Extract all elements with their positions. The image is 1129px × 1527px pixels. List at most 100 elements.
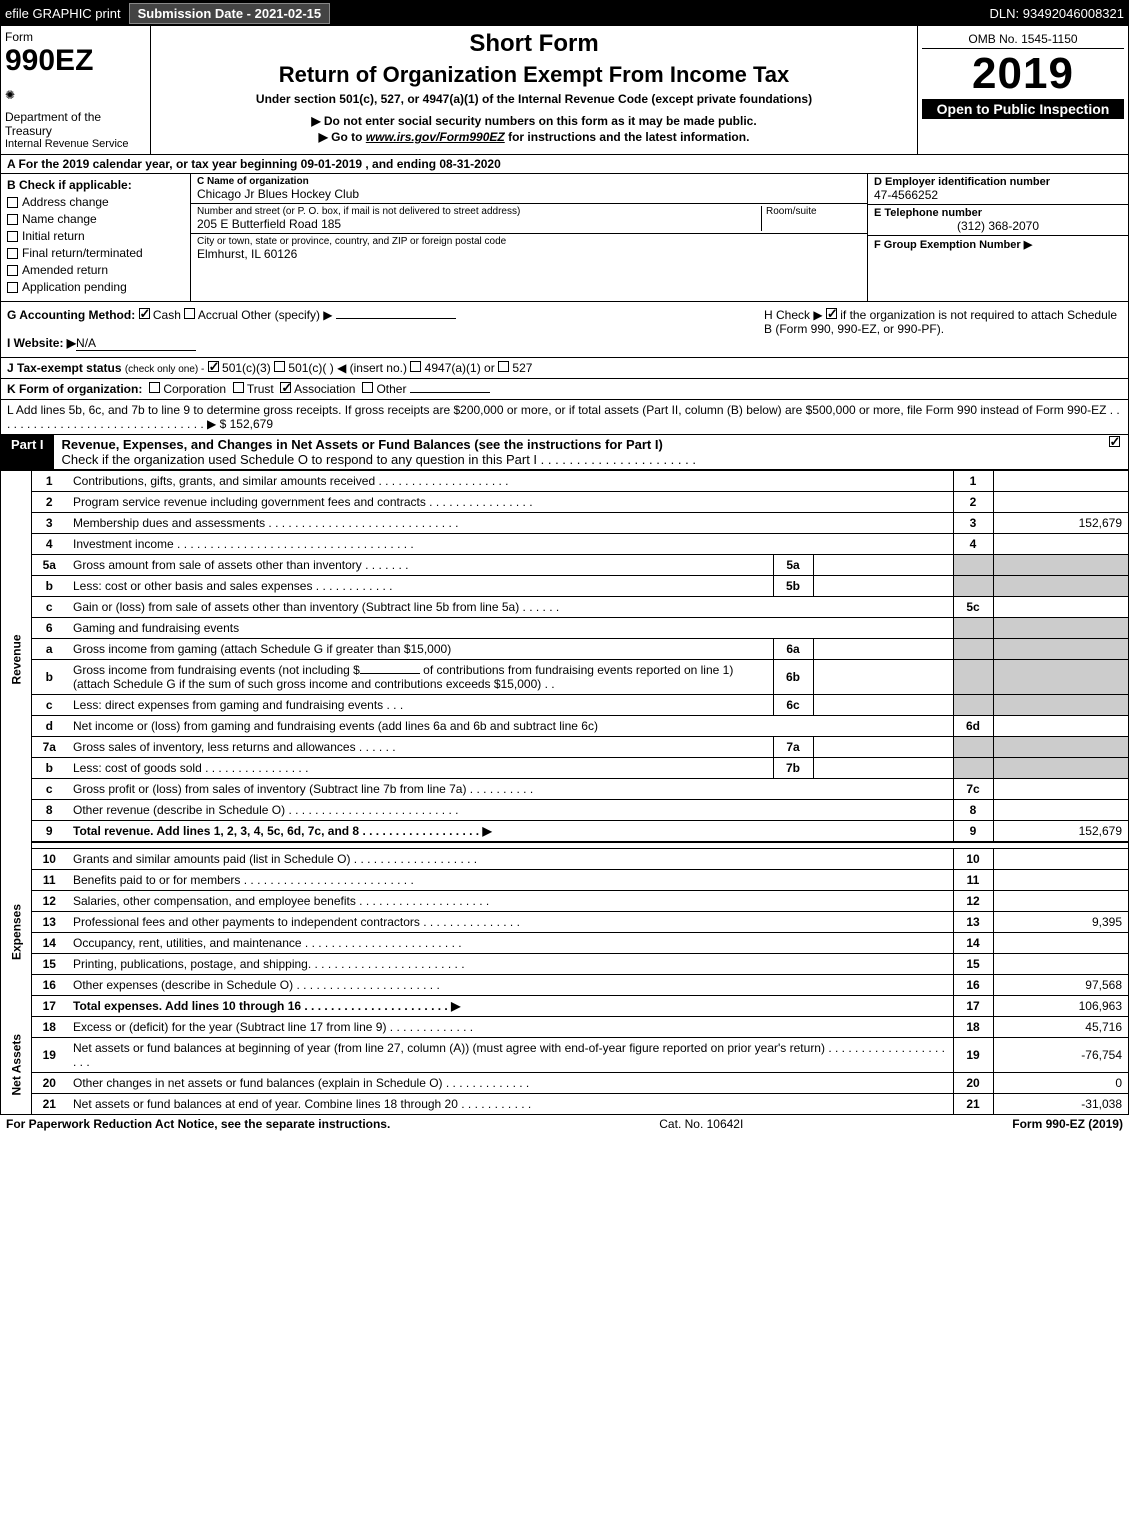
opt-name-change: Name change xyxy=(22,212,97,226)
line-9-desc: Total revenue. Add lines 1, 2, 3, 4, 5c,… xyxy=(73,824,492,838)
line-6c-desc: Less: direct expenses from gaming and fu… xyxy=(67,695,773,716)
net-assets-side-label: Net Assets xyxy=(1,1016,31,1114)
line-11-value xyxy=(993,869,1128,890)
line-21-value: -31,038 xyxy=(993,1093,1128,1114)
checkbox-527[interactable] xyxy=(498,361,509,372)
checkbox-501c[interactable] xyxy=(274,361,285,372)
page-footer: For Paperwork Reduction Act Notice, see … xyxy=(0,1115,1129,1133)
line-6c-subval xyxy=(813,695,953,716)
line-6d-value xyxy=(993,716,1128,737)
line-l-text: L Add lines 5b, 6c, and 7b to line 9 to … xyxy=(7,403,1120,431)
label-phone: E Telephone number xyxy=(874,207,982,219)
line-8-desc: Other revenue (describe in Schedule O) .… xyxy=(67,800,953,821)
line-6b-amount-input[interactable] xyxy=(360,673,420,674)
part-1-table: Revenue 1Contributions, gifts, grants, a… xyxy=(1,470,1128,1114)
irs-link[interactable]: www.irs.gov/Form990EZ xyxy=(366,130,505,144)
checkbox-address-change[interactable] xyxy=(7,197,18,208)
line-i-label: I Website: ▶ xyxy=(7,336,76,350)
line-6d-desc: Net income or (loss) from gaming and fun… xyxy=(67,716,953,737)
line-16-value: 97,568 xyxy=(993,974,1128,995)
line-7a-subval xyxy=(813,737,953,758)
line-6b-desc: Gross income from fundraising events (no… xyxy=(67,660,773,695)
line-10-value xyxy=(993,848,1128,869)
opt-amended-return: Amended return xyxy=(22,263,108,277)
opt-final-return: Final return/terminated xyxy=(22,246,143,260)
top-bar: efile GRAPHIC print Submission Date - 20… xyxy=(1,1,1128,26)
ein-value: 47-4566252 xyxy=(874,188,1122,202)
line-19-value: -76,754 xyxy=(993,1037,1128,1072)
part-1-title: Revenue, Expenses, and Changes in Net As… xyxy=(62,437,663,452)
line-6a-desc: Gross income from gaming (attach Schedul… xyxy=(67,639,773,660)
line-5b-subval xyxy=(813,576,953,597)
checkbox-schedule-b[interactable] xyxy=(826,308,837,319)
checkbox-final-return[interactable] xyxy=(7,248,18,259)
expenses-side-label: Expenses xyxy=(1,848,31,1016)
opt-corp: Corporation xyxy=(163,382,226,396)
line-14-desc: Occupancy, rent, utilities, and maintena… xyxy=(67,932,953,953)
line-21-desc: Net assets or fund balances at end of ye… xyxy=(67,1093,953,1114)
goto-post: for instructions and the latest informat… xyxy=(505,130,750,144)
line-16-desc: Other expenses (describe in Schedule O) … xyxy=(67,974,953,995)
submission-date-button[interactable]: Submission Date - 2021-02-15 xyxy=(129,3,331,24)
footer-left: For Paperwork Reduction Act Notice, see … xyxy=(6,1117,390,1131)
dln-label: DLN: 93492046008321 xyxy=(990,6,1124,21)
checkbox-schedule-o-part1[interactable] xyxy=(1109,436,1120,447)
checkbox-4947[interactable] xyxy=(410,361,421,372)
checkbox-501c3[interactable] xyxy=(208,361,219,372)
opt-initial-return: Initial return xyxy=(22,229,85,243)
checkbox-amended-return[interactable] xyxy=(7,265,18,276)
checkbox-accrual[interactable] xyxy=(184,308,195,319)
checkbox-trust[interactable] xyxy=(233,382,244,393)
box-d-e-f: D Employer identification number 47-4566… xyxy=(868,174,1128,301)
line-1-value xyxy=(993,471,1128,492)
line-20-desc: Other changes in net assets or fund bala… xyxy=(67,1072,953,1093)
checkbox-cash[interactable] xyxy=(139,308,150,319)
line-7c-desc: Gross profit or (loss) from sales of inv… xyxy=(67,779,953,800)
line-12-value xyxy=(993,890,1128,911)
line-15-value xyxy=(993,953,1128,974)
checkbox-other-org[interactable] xyxy=(362,382,373,393)
line-6a-subval xyxy=(813,639,953,660)
city-state-zip: Elmhurst, IL 60126 xyxy=(197,247,861,261)
form-word: Form xyxy=(5,30,146,44)
omb-number: OMB No. 1545-1150 xyxy=(922,30,1124,49)
line-2-desc: Program service revenue including govern… xyxy=(67,492,953,513)
line-6b-t1: Gross income from fundraising events (no… xyxy=(73,663,360,677)
checkbox-initial-return[interactable] xyxy=(7,231,18,242)
sub-caption-1: Under section 501(c), 527, or 4947(a)(1)… xyxy=(159,92,909,106)
org-name: Chicago Jr Blues Hockey Club xyxy=(197,187,861,201)
checkbox-application-pending[interactable] xyxy=(7,282,18,293)
line-k-label: K Form of organization: xyxy=(7,382,142,396)
label-ein: D Employer identification number xyxy=(874,176,1050,188)
other-org-input[interactable] xyxy=(410,392,490,393)
form-header: Form 990EZ ✺ Department of the Treasury … xyxy=(1,26,1128,155)
opt-other-specify: Other (specify) ▶ xyxy=(241,308,332,322)
sub-caption-3: ▶ Go to www.irs.gov/Form990EZ for instru… xyxy=(159,130,909,144)
line-4-desc: Investment income . . . . . . . . . . . … xyxy=(67,534,953,555)
opt-501c: 501(c)( ) ◀ (insert no.) xyxy=(288,361,407,375)
checkbox-corporation[interactable] xyxy=(149,382,160,393)
line-a: A For the 2019 calendar year, or tax yea… xyxy=(1,155,1128,174)
line-9-value: 152,679 xyxy=(993,821,1128,843)
opt-other-org: Other xyxy=(376,382,406,396)
footer-cat-no: Cat. No. 10642I xyxy=(659,1117,743,1131)
checkbox-association[interactable] xyxy=(280,382,291,393)
line-20-value: 0 xyxy=(993,1072,1128,1093)
irs-label: Internal Revenue Service xyxy=(5,138,146,150)
line-14-value xyxy=(993,932,1128,953)
box-b: B Check if applicable: Address change Na… xyxy=(1,174,191,301)
opt-cash: Cash xyxy=(153,308,181,322)
line-17-value: 106,963 xyxy=(993,995,1128,1016)
opt-trust: Trust xyxy=(247,382,274,396)
line-6b-subval xyxy=(813,660,953,695)
other-method-input[interactable] xyxy=(336,318,456,319)
line-17-desc: Total expenses. Add lines 10 through 16 … xyxy=(73,999,460,1013)
part-1-check-note: Check if the organization used Schedule … xyxy=(62,452,696,467)
checkbox-name-change[interactable] xyxy=(7,214,18,225)
opt-application-pending: Application pending xyxy=(22,280,127,294)
efile-label: efile GRAPHIC print xyxy=(5,6,121,21)
line-5a-subval xyxy=(813,555,953,576)
box-c: C Name of organization Chicago Jr Blues … xyxy=(191,174,868,301)
opt-assoc: Association xyxy=(294,382,355,396)
entity-section: B Check if applicable: Address change Na… xyxy=(1,174,1128,302)
